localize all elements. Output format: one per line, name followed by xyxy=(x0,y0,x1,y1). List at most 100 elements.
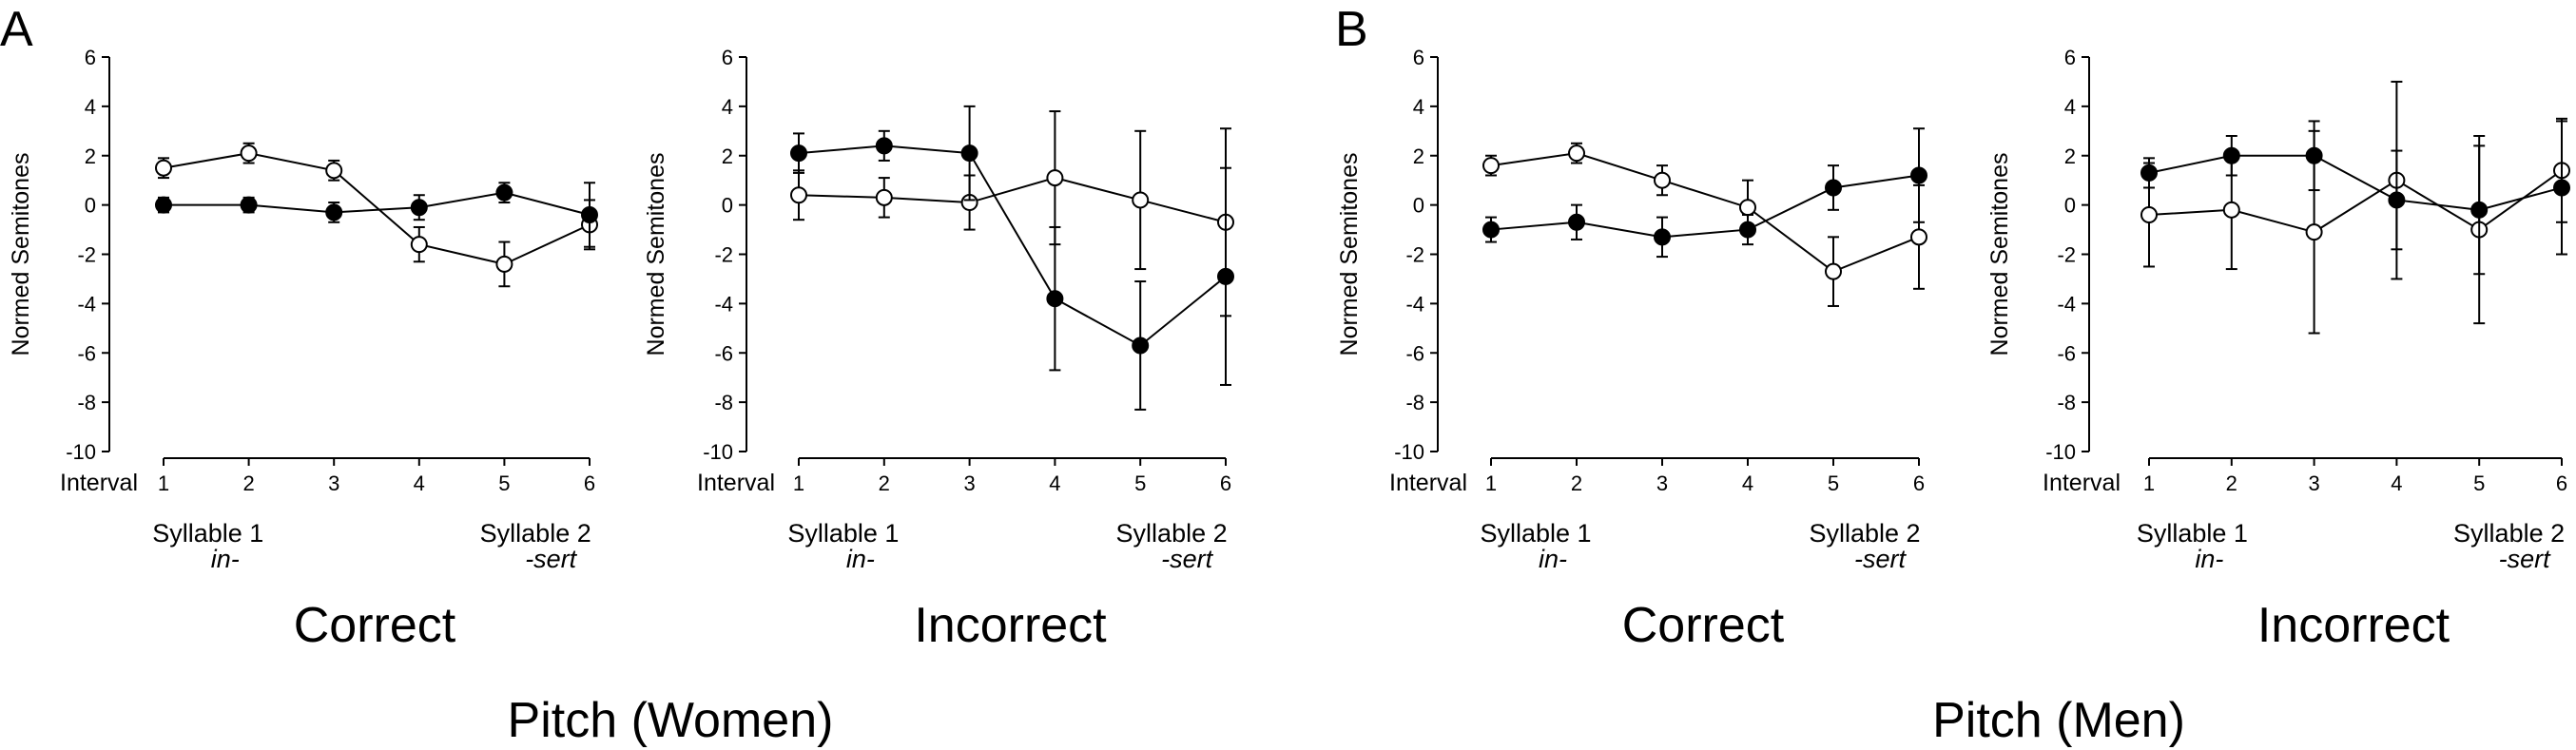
y-tick-label: -4 xyxy=(77,292,96,316)
y-axis-label: Normed Semitones xyxy=(1986,153,2013,356)
panel-letter-a: A xyxy=(0,2,33,57)
series-filled xyxy=(1482,127,1927,259)
y-tick-label: 4 xyxy=(1413,95,1424,119)
data-point xyxy=(1568,213,1585,231)
syllable-1-morph: in- xyxy=(846,545,875,573)
chart-panel-b-incorrect: 6 4 2 0 -2 -4 -6 -8 -10 Normed Semitones 1 2 3 4 5 6 Int… xyxy=(1986,46,2570,653)
data-point xyxy=(2305,146,2323,164)
y-tick-label: -8 xyxy=(714,391,733,414)
data-point xyxy=(2140,163,2158,182)
data-point xyxy=(1910,166,1927,184)
data-point xyxy=(1217,267,1234,285)
syllable-2-label: Syllable 2 xyxy=(1809,519,1920,548)
x-tick-label: 3 xyxy=(1656,471,1668,495)
y-tick-label: 4 xyxy=(722,95,733,119)
panel-letter-b: B xyxy=(1335,2,1368,57)
y-tick-label: 6 xyxy=(722,46,733,69)
x-axis-label: Interval xyxy=(697,470,775,496)
series-open xyxy=(790,110,1234,317)
y-tick-label: -2 xyxy=(77,243,96,267)
x-tick-label: 6 xyxy=(1220,471,1231,495)
y-tick-label: 0 xyxy=(1413,194,1424,218)
syllable-2-label: Syllable 2 xyxy=(1116,519,1228,548)
x-tick-label: 6 xyxy=(584,471,595,495)
series-line xyxy=(2148,154,2563,211)
data-point xyxy=(495,183,513,202)
y-tick-label: 6 xyxy=(1413,46,1424,69)
data-point xyxy=(1046,290,1064,308)
y-tick-label: 6 xyxy=(85,46,96,69)
syllable-1-label: Syllable 1 xyxy=(787,519,899,548)
data-point xyxy=(1739,199,1756,217)
data-point xyxy=(790,186,807,204)
y-tick-label: 2 xyxy=(85,144,96,168)
data-point xyxy=(875,137,893,155)
x-tick-label: 2 xyxy=(1571,471,1582,495)
y-tick-label: -8 xyxy=(77,391,96,414)
series-line xyxy=(1490,152,1920,273)
x-axis-label: Interval xyxy=(2043,470,2121,496)
y-tick-label: -10 xyxy=(1394,440,1424,464)
x-tick-label: 5 xyxy=(1134,471,1146,495)
data-point xyxy=(325,162,343,180)
data-point xyxy=(1654,171,1671,189)
data-point xyxy=(1910,228,1927,246)
x-tick-label: 1 xyxy=(1485,471,1497,495)
condition-label: Incorrect xyxy=(914,598,1107,653)
x-tick-label: 1 xyxy=(2143,471,2155,495)
y-tick-label: -4 xyxy=(714,292,733,316)
series-line xyxy=(1490,174,1920,239)
y-tick-label: 0 xyxy=(2064,194,2076,218)
x-tick-label: 1 xyxy=(793,471,804,495)
x-tick-label: 3 xyxy=(328,471,339,495)
data-point xyxy=(495,255,513,273)
data-point xyxy=(581,206,598,223)
condition-label: Incorrect xyxy=(2257,598,2450,653)
x-tick-label: 1 xyxy=(158,471,169,495)
condition-label: Correct xyxy=(294,598,456,653)
y-tick-label: 4 xyxy=(2064,95,2076,119)
x-tick-label: 5 xyxy=(1828,471,1839,495)
x-axis-label: Interval xyxy=(1389,470,1467,496)
data-point xyxy=(875,188,893,206)
data-point xyxy=(1825,262,1842,280)
y-tick-label: -4 xyxy=(1405,292,1424,316)
series-open xyxy=(1482,142,1927,307)
y-tick-label: 2 xyxy=(2064,144,2076,168)
data-point xyxy=(2553,179,2570,197)
data-point xyxy=(790,144,807,163)
y-axis-label: Normed Semitones xyxy=(643,153,669,356)
data-point xyxy=(1739,221,1756,239)
syllable-1-label: Syllable 1 xyxy=(152,519,263,548)
x-tick-label: 3 xyxy=(963,471,975,495)
chart-panel-b-correct: 6 4 2 0 -2 -4 -6 -8 -10 Normed Semitones 1 2 3 4 5 6 Int… xyxy=(1336,46,1927,653)
y-tick-label: -2 xyxy=(2057,243,2076,267)
data-point xyxy=(1654,228,1671,246)
series-line xyxy=(163,152,591,265)
data-point xyxy=(2222,146,2240,164)
data-point xyxy=(1568,144,1585,163)
x-tick-label: 6 xyxy=(2556,471,2567,495)
y-tick-label: 2 xyxy=(722,144,733,168)
data-point xyxy=(960,144,978,163)
series-line xyxy=(164,191,591,216)
syllable-2-label: Syllable 2 xyxy=(480,519,591,548)
y-axis-label: Normed Semitones xyxy=(1336,153,1363,356)
y-tick-label: -6 xyxy=(2057,341,2076,365)
data-point xyxy=(2140,206,2158,223)
data-point xyxy=(155,196,172,214)
syllable-2-morph: -sert xyxy=(1161,545,1213,573)
x-tick-label: 4 xyxy=(1742,471,1753,495)
y-tick-label: -4 xyxy=(2057,292,2076,316)
x-tick-label: 5 xyxy=(2473,471,2485,495)
y-tick-label: 4 xyxy=(85,95,96,119)
y-tick-label: -8 xyxy=(2057,391,2076,414)
chart-panel-a-incorrect: 6 4 2 0 -2 -4 -6 -8 -10 Normed Semitones 1 2 3 4 5 6 Int… xyxy=(643,46,1234,653)
group-title-women: Pitch (Women) xyxy=(508,693,834,748)
x-axis-label: Interval xyxy=(60,470,138,496)
syllable-1-morph: in- xyxy=(2195,545,2223,573)
series-line xyxy=(798,144,1227,347)
group-title-men: Pitch (Men) xyxy=(1932,693,2185,748)
y-tick-label: -10 xyxy=(66,440,96,464)
y-tick-label: -10 xyxy=(2045,440,2076,464)
